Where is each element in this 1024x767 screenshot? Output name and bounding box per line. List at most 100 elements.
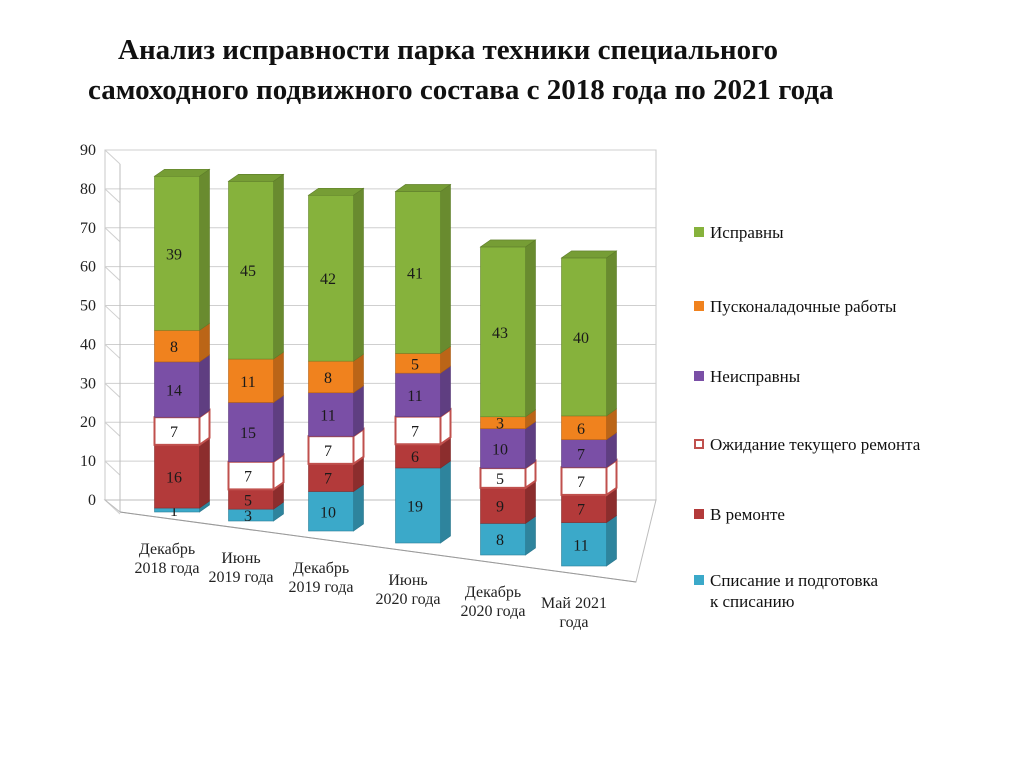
bar-segment <box>395 191 441 354</box>
bar-segment <box>480 487 526 524</box>
legend-swatch <box>694 301 704 311</box>
data-label: 11 <box>573 537 588 554</box>
data-label: 11 <box>240 374 255 391</box>
x-tick-label: Декабрь <box>139 541 195 558</box>
bar-side <box>353 483 364 532</box>
side-wall-gridline <box>104 266 121 282</box>
data-label: 6 <box>411 449 419 466</box>
bar-segment <box>395 372 441 417</box>
bar-side <box>199 168 210 331</box>
bar-top <box>227 174 285 182</box>
legend-item: В ремонте <box>694 504 785 525</box>
bar-top <box>394 184 452 192</box>
data-label: 39 <box>166 246 182 263</box>
data-label: 5 <box>244 492 252 509</box>
data-label: 14 <box>166 383 182 400</box>
legend-item: Пусконаладочные работы <box>694 296 896 317</box>
bar-segment <box>154 329 200 363</box>
bar-top <box>479 239 537 248</box>
chart-title-line-2: самоходного подвижного состава с 2018 го… <box>88 74 834 106</box>
data-label: 8 <box>324 370 332 387</box>
bar-segment <box>153 416 201 446</box>
legend-label: Пусконаладочные работы <box>710 297 897 316</box>
legend-label: Ожидание текущего ремонта <box>710 435 921 454</box>
side-wall-gridline <box>104 227 121 243</box>
data-label: 10 <box>492 441 508 458</box>
data-label: 19 <box>407 498 423 515</box>
bar-segment <box>561 439 607 468</box>
legend-swatch <box>694 371 704 381</box>
data-label: 5 <box>496 471 504 488</box>
bar-segment <box>480 428 526 469</box>
bar-segment <box>154 175 200 331</box>
data-label: 16 <box>166 469 182 486</box>
x-tick-label: 2019 года <box>209 569 274 586</box>
data-label: 7 <box>244 469 252 486</box>
bar-top <box>307 187 365 196</box>
legend-item: Ожидание текущего ремонта <box>694 434 920 455</box>
y-tick-label: 40 <box>80 336 96 353</box>
legend-item: Неисправны <box>694 366 800 387</box>
y-tick-label: 20 <box>80 414 96 431</box>
data-label: 5 <box>411 356 419 373</box>
x-tick-label: 2019 года <box>289 579 354 596</box>
data-label: 1 <box>170 503 178 520</box>
data-label: 7 <box>577 474 585 491</box>
y-tick-label: 10 <box>80 453 96 470</box>
legend-swatch <box>694 227 704 237</box>
data-label: 8 <box>170 339 178 356</box>
bar-side <box>273 351 284 404</box>
bar-side <box>273 173 284 360</box>
bar-segment <box>228 181 274 360</box>
y-tick-label: 50 <box>80 298 96 315</box>
x-tick-label: 2020 года <box>376 591 441 608</box>
legend-item: Списание и подготовка к списанию <box>694 570 878 612</box>
bar-side <box>525 421 536 469</box>
data-label: 15 <box>240 425 256 442</box>
data-label: 7 <box>411 423 419 440</box>
bar-segment <box>308 463 354 492</box>
x-tick-label: Май 2021 <box>541 595 607 612</box>
data-label: 11 <box>320 407 335 424</box>
legend-label: Неисправны <box>710 367 801 386</box>
legend-swatch <box>694 575 704 585</box>
side-wall-gridline <box>104 382 121 398</box>
data-label: 7 <box>577 446 585 463</box>
y-tick-label: 90 <box>80 142 96 159</box>
x-tick-label: 2020 года <box>461 603 526 620</box>
bar-side <box>199 437 210 509</box>
bar-segment <box>228 402 274 463</box>
bar-side <box>440 365 451 418</box>
bar-top <box>560 250 618 259</box>
data-label: 42 <box>320 271 336 288</box>
bar-segment <box>561 257 607 417</box>
data-label: 3 <box>496 416 504 433</box>
data-label: 45 <box>240 263 256 280</box>
legend-label: В ремонте <box>710 505 785 524</box>
y-tick-label: 80 <box>80 181 96 198</box>
x-tick-label: Декабрь <box>293 560 349 577</box>
side-wall-gridline <box>104 188 121 204</box>
data-label: 41 <box>407 265 423 282</box>
legend-swatch <box>694 509 704 519</box>
data-label: 8 <box>496 532 504 549</box>
data-label: 40 <box>573 330 589 347</box>
bar-side <box>440 460 451 544</box>
bar-segment <box>561 522 607 567</box>
data-label: 7 <box>324 471 332 488</box>
bar-side <box>606 250 617 417</box>
data-label: 10 <box>320 504 336 521</box>
y-tick-label: 30 <box>80 375 96 392</box>
chart-title: Анализ исправности парка техники специал… <box>0 30 1024 110</box>
bar-side <box>353 385 364 437</box>
bar-segment <box>480 246 526 418</box>
chart-title-line-1: Анализ исправности парка техники специал… <box>118 34 779 66</box>
legend-label: Исправны <box>710 223 784 242</box>
bar-side <box>525 239 536 418</box>
legend-item: Исправны <box>694 222 784 243</box>
bar-segment <box>308 491 354 532</box>
y-tick-label: 70 <box>80 220 96 237</box>
bar-segment <box>308 392 354 437</box>
bar-side <box>199 354 210 418</box>
